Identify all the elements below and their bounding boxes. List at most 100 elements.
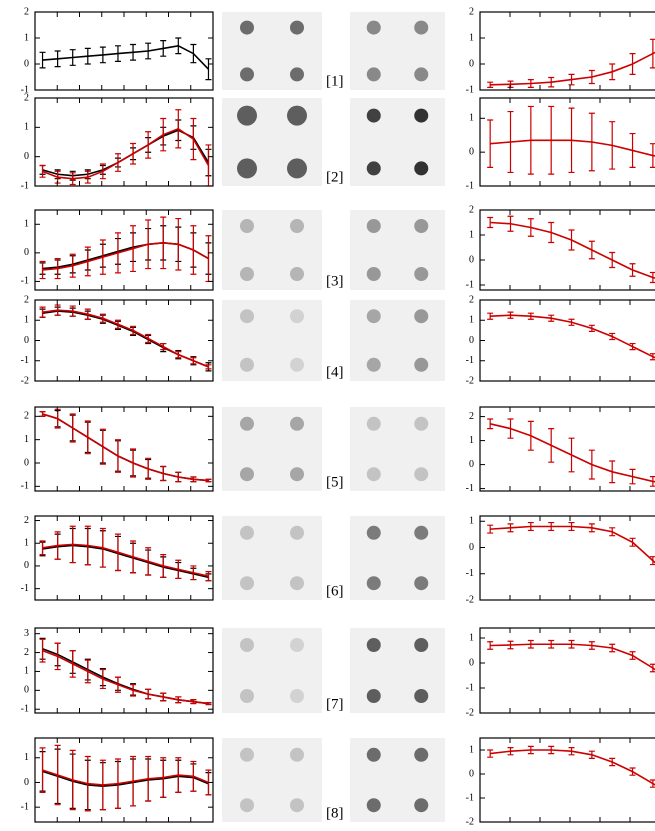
error-bar [487, 216, 494, 229]
spot [414, 638, 429, 652]
plot-area [487, 215, 655, 284]
series-line [490, 525, 655, 564]
series-line [42, 127, 210, 180]
series-line [490, 749, 655, 786]
image-panel [222, 210, 322, 290]
y-tick-label: -1 [466, 682, 474, 693]
spot [414, 219, 429, 233]
spot [366, 20, 381, 35]
spot [366, 309, 381, 324]
y-tick-label: 1 [24, 315, 29, 326]
y-tick-label: 2 [24, 6, 29, 17]
error-bar [39, 540, 46, 556]
y-tick-label: 2 [469, 294, 474, 305]
error-bar [487, 749, 494, 758]
series-line [42, 770, 209, 787]
spot [290, 357, 304, 372]
image-panel [222, 98, 322, 186]
error-bar [205, 571, 212, 582]
spot [287, 105, 307, 126]
y-tick-label: -1 [21, 704, 29, 715]
spot [237, 105, 257, 126]
spot [414, 309, 429, 324]
spot [290, 747, 304, 762]
y-tick-label: 0 [24, 685, 29, 696]
spot [366, 267, 381, 281]
image-panel [350, 98, 445, 186]
spot [240, 309, 254, 324]
y-tick-label: 2 [469, 204, 474, 215]
series-line [490, 221, 655, 279]
y-tick-label: 1 [24, 434, 29, 445]
plot-frame [34, 515, 214, 601]
series-line [490, 139, 655, 157]
y-tick-label: -2 [466, 594, 474, 605]
image-panel [350, 738, 445, 822]
panel-label: [6] [326, 583, 344, 599]
image-panel [222, 300, 322, 381]
series-line [42, 44, 210, 70]
y-tick-label: 0 [24, 560, 29, 571]
series-line [42, 649, 209, 705]
y-tick-label: 0 [469, 254, 474, 265]
spot [240, 747, 254, 762]
spot [290, 689, 304, 703]
spot [240, 525, 254, 540]
spot [290, 219, 304, 233]
spot [240, 67, 254, 82]
y-tick-label: 0 [469, 768, 474, 779]
y-tick-label: -1 [21, 84, 29, 95]
y-tick-label: 0 [469, 459, 474, 470]
series-line [42, 242, 209, 271]
y-tick-label: 1 [469, 315, 474, 326]
y-tick-label: 1 [469, 632, 474, 643]
spot [240, 638, 254, 652]
plot-frame [34, 97, 214, 187]
series-line [42, 648, 209, 705]
spot [290, 525, 304, 540]
y-tick-label: -2 [466, 707, 474, 718]
image-panel [350, 407, 445, 491]
error-bar [487, 81, 494, 88]
spot [414, 525, 429, 540]
plot-area [487, 105, 655, 175]
series-line [42, 309, 209, 368]
y-tick-label: 0 [469, 542, 474, 553]
y-tick-label: 0 [24, 335, 29, 346]
series-line [42, 543, 209, 577]
y-tick-label: 1 [24, 122, 29, 133]
y-tick-label: -1 [21, 276, 29, 287]
spot [290, 267, 304, 281]
spot [414, 267, 429, 281]
spot [237, 158, 257, 179]
spot [240, 798, 254, 813]
y-tick-label: -1 [466, 355, 474, 366]
plot-area [39, 408, 212, 483]
plot-area [39, 744, 212, 812]
series-line [42, 544, 209, 579]
y-tick-label: -1 [466, 279, 474, 290]
y-tick-label: 0 [469, 657, 474, 668]
spot [366, 747, 381, 762]
plot-area [487, 311, 655, 361]
error-bar [205, 58, 212, 81]
y-tick-label: -1 [21, 355, 29, 366]
y-tick-label: 1 [469, 32, 474, 43]
error-bar [39, 747, 46, 793]
y-tick-label: -1 [466, 84, 474, 95]
y-tick-label: 1 [24, 666, 29, 677]
y-tick-label: -1 [466, 180, 474, 191]
y-tick-label: 1 [24, 752, 29, 763]
image-panel [222, 738, 322, 822]
plot-area [487, 418, 655, 487]
series-line [489, 423, 655, 483]
spot [414, 416, 429, 431]
spot [290, 638, 304, 652]
image-panel [350, 300, 445, 381]
error-bar [487, 524, 494, 534]
spot [366, 108, 381, 123]
panel-label: [7] [326, 696, 344, 712]
y-tick-label: 0 [24, 151, 29, 162]
y-tick-label: 2 [24, 647, 29, 658]
image-panel [222, 407, 322, 491]
